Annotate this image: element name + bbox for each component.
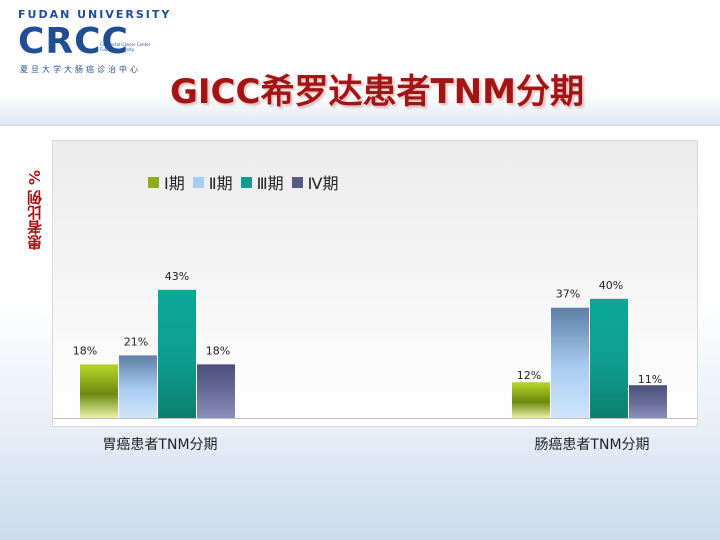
data-label-cat2-stage3: 40% xyxy=(599,279,623,292)
logo-subtitle-en: Colorectal Cancer Center FuDan Universit… xyxy=(100,42,151,52)
legend-item-stage1: Ⅰ期 xyxy=(148,170,185,194)
legend-item-stage3: Ⅲ期 xyxy=(240,170,284,194)
bar-cat2-stage4 xyxy=(629,385,667,418)
legend-swatch-stage2 xyxy=(192,176,204,188)
logo-text: CRCC xyxy=(18,21,129,62)
bar-cat1-stage4 xyxy=(197,364,235,418)
bar-cat2-stage1 xyxy=(512,382,550,418)
legend-swatch-stage3 xyxy=(240,176,252,188)
legend-label-stage4: Ⅳ期 xyxy=(307,174,339,193)
bar-cat1-stage1 xyxy=(80,364,118,418)
university-name: FUDAN UNIVERSITY xyxy=(18,8,172,21)
bar-cat1-stage3 xyxy=(158,289,196,418)
university-logo: FUDAN UNIVERSITY CRCC Colorectal Cancer … xyxy=(18,8,172,78)
legend: Ⅰ期 Ⅱ期 Ⅲ期 Ⅳ期 xyxy=(148,170,338,194)
data-label-cat1-stage3: 43% xyxy=(165,270,189,283)
bar-cat2-stage3 xyxy=(590,298,628,418)
legend-label-stage2: Ⅱ期 xyxy=(208,174,233,193)
bar-cat1-stage2 xyxy=(119,355,157,418)
category-label-2: 肠癌患者TNM分期 xyxy=(534,437,649,453)
data-label-cat2-stage1: 12% xyxy=(517,369,541,382)
data-label-cat1-stage2: 21% xyxy=(124,335,148,348)
page-title: GICC希罗达患者TNM分期 xyxy=(170,72,584,112)
legend-label-stage1: Ⅰ期 xyxy=(164,174,185,193)
legend-item-stage2: Ⅱ期 xyxy=(192,170,233,194)
data-label-cat2-stage4: 11% xyxy=(638,373,662,386)
header-band xyxy=(0,0,720,126)
legend-swatch-stage4 xyxy=(291,176,303,188)
data-label-cat1-stage1: 18% xyxy=(73,344,97,357)
data-label-cat2-stage2: 37% xyxy=(556,288,580,301)
logo-subtitle-cn: 夏旦大学大肠癌诊治中心 xyxy=(20,65,141,74)
bar-cat2-stage2 xyxy=(551,307,589,418)
legend-swatch-stage1 xyxy=(148,176,159,188)
legend-label-stage3: Ⅲ期 xyxy=(256,174,284,193)
data-label-cat1-stage4: 18% xyxy=(206,344,230,357)
category-label-1: 胃癌患者TNM分期 xyxy=(102,437,217,453)
legend-item-stage4: Ⅳ期 xyxy=(291,170,339,194)
